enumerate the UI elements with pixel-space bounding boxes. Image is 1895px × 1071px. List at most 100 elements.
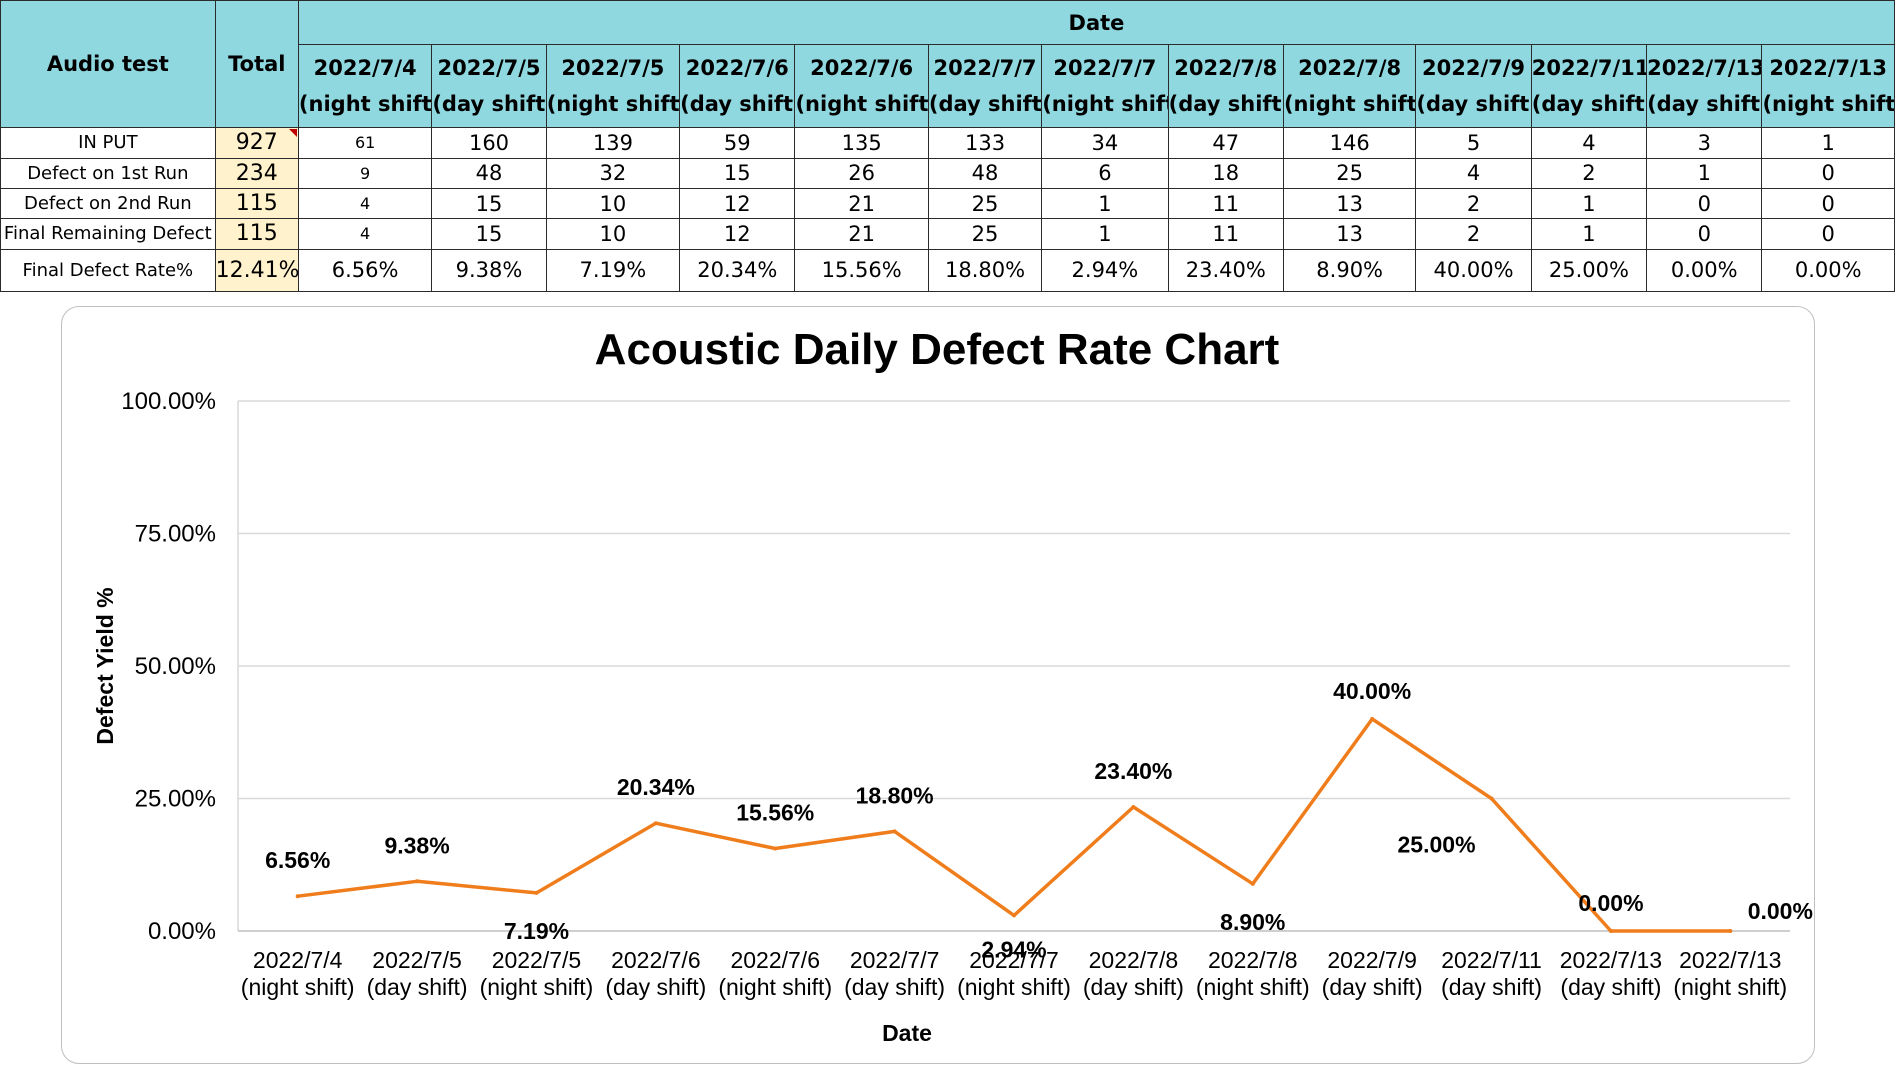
table-cell[interactable]: 1 (1530, 187, 1648, 220)
table-cell[interactable]: 34 (1041, 127, 1169, 159)
table-cell[interactable]: 21 (794, 218, 929, 250)
table-cell[interactable]: 21 (794, 187, 929, 220)
column-date: 2022/7/6 (810, 56, 914, 81)
table-cell[interactable]: 146 (1282, 127, 1417, 159)
row-label: Final Defect Rate% (0, 248, 216, 293)
table-cell[interactable]: 1 (1041, 218, 1169, 250)
x-tick-label: (day shift) (1441, 974, 1542, 1000)
table-cell[interactable]: 4 (1530, 127, 1648, 159)
table-cell[interactable]: 0 (1646, 218, 1763, 250)
date-column-header: 2022/7/6 (night shift) (794, 44, 929, 129)
table-cell[interactable]: 0.00% (1646, 248, 1763, 293)
table-cell[interactable]: 7.19% (545, 248, 681, 293)
total-value: 115 (235, 191, 278, 217)
table-cell[interactable]: 26 (794, 157, 929, 189)
table-cell[interactable]: 1 (1646, 157, 1763, 189)
y-tick-label: 75.00% (135, 521, 216, 548)
data-point (1131, 804, 1136, 809)
table-cell[interactable]: 160 (431, 127, 547, 159)
column-shift: (day shift) (928, 92, 1042, 117)
table-cell[interactable]: 15 (431, 187, 547, 220)
table-cell[interactable]: 6 (1041, 157, 1169, 189)
table-cell[interactable]: 10 (545, 218, 681, 250)
table-cell[interactable]: 12 (679, 187, 796, 220)
table-cell[interactable]: 1 (1761, 127, 1895, 159)
table-cell[interactable]: 139 (545, 127, 681, 159)
x-tick-label: (day shift) (605, 974, 706, 1000)
table-cell[interactable]: 5 (1415, 127, 1532, 159)
total-cell[interactable]: 12.41% (214, 248, 299, 293)
total-cell[interactable]: 115 (214, 187, 299, 220)
column-date: 2022/7/7 (1053, 56, 1157, 81)
table-cell[interactable]: 4 (1415, 157, 1532, 189)
x-tick-label: (night shift) (957, 974, 1071, 1000)
chart-panel (61, 306, 1815, 1064)
table-cell[interactable]: 6.56% (297, 248, 433, 293)
table-row: Defect on 2nd Run 115 4 15 10 12 21 25 1 11 13 2 1 0 0 (0, 187, 1895, 220)
table-cell[interactable]: 1 (1041, 187, 1169, 220)
table-cell[interactable]: 133 (927, 127, 1043, 159)
table-cell[interactable]: 15 (679, 157, 796, 189)
table-cell[interactable]: 15 (431, 218, 547, 250)
table-cell[interactable]: 13 (1282, 218, 1417, 250)
table-cell[interactable]: 11 (1167, 187, 1284, 220)
table-cell[interactable]: 32 (545, 157, 681, 189)
x-tick-label: 2022/7/6 (611, 947, 701, 973)
x-tick-label: 2022/7/13 (1560, 947, 1662, 973)
table-cell[interactable]: 4 (297, 187, 433, 220)
table-cell[interactable]: 0 (1761, 187, 1895, 220)
total-cell[interactable]: 234 (214, 157, 299, 189)
table-cell[interactable]: 48 (927, 157, 1043, 189)
table-cell[interactable]: 18 (1167, 157, 1284, 189)
table-row: Defect on 1st Run 234 9 48 32 15 26 48 6 18 25 4 2 1 0 (0, 157, 1895, 189)
column-shift: (day shift) (1647, 92, 1762, 117)
table-cell[interactable]: 8.90% (1282, 248, 1417, 293)
x-tick-label: (day shift) (1083, 974, 1184, 1000)
table-cell[interactable]: 0.00% (1761, 248, 1895, 293)
column-shift: (night shift) (1762, 92, 1895, 117)
table-cell[interactable]: 48 (431, 157, 547, 189)
data-label: 6.56% (265, 847, 330, 873)
table-cell[interactable]: 40.00% (1415, 248, 1532, 293)
table-cell[interactable]: 25.00% (1530, 248, 1648, 293)
table-cell[interactable]: 135 (794, 127, 929, 159)
table-cell[interactable]: 2 (1415, 218, 1532, 250)
table-cell[interactable]: 9.38% (431, 248, 547, 293)
date-column-header: 2022/7/5 (day shift) (431, 44, 547, 129)
date-column-header: 2022/7/11 (day shift) (1530, 44, 1648, 129)
table-cell[interactable]: 20.34% (679, 248, 796, 293)
table-cell[interactable]: 13 (1282, 187, 1417, 220)
x-tick-label: (night shift) (241, 974, 355, 1000)
column-shift: (day shift) (432, 92, 547, 117)
table-cell[interactable]: 0 (1761, 157, 1895, 189)
column-shift: (day shift) (1531, 92, 1647, 117)
x-axis-title: Date (882, 1020, 932, 1046)
table-cell[interactable]: 12 (679, 218, 796, 250)
table-cell[interactable]: 59 (679, 127, 796, 159)
date-column-header: 2022/7/7 (night shift) (1041, 44, 1169, 129)
table-cell[interactable]: 47 (1167, 127, 1284, 159)
table-cell[interactable]: 61 (297, 127, 433, 159)
table-cell[interactable]: 2 (1415, 187, 1532, 220)
total-cell[interactable]: 115 (214, 218, 299, 250)
table-cell[interactable]: 1 (1530, 218, 1648, 250)
table-cell[interactable]: 2 (1530, 157, 1648, 189)
data-point (295, 894, 300, 899)
table-cell[interactable]: 0 (1646, 187, 1763, 220)
table-cell[interactable]: 23.40% (1167, 248, 1284, 293)
column-date: 2022/7/13 (1647, 56, 1762, 81)
x-tick-label: 2022/7/5 (372, 947, 462, 973)
total-cell[interactable]: 927 (214, 127, 299, 159)
table-cell[interactable]: 9 (297, 157, 433, 189)
table-cell[interactable]: 4 (297, 218, 433, 250)
comment-indicator-icon[interactable] (288, 129, 297, 138)
y-tick-label: 50.00% (135, 653, 216, 680)
table-cell[interactable]: 2.94% (1041, 248, 1169, 293)
table-cell[interactable]: 25 (927, 218, 1043, 250)
x-tick-label: (night shift) (1673, 974, 1787, 1000)
table-cell[interactable]: 15.56% (794, 248, 929, 293)
table-cell[interactable]: 10 (545, 187, 681, 220)
table-cell[interactable]: 25 (927, 187, 1043, 220)
table-cell[interactable]: 18.80% (927, 248, 1043, 293)
column-date: 2022/7/4 (313, 56, 417, 81)
